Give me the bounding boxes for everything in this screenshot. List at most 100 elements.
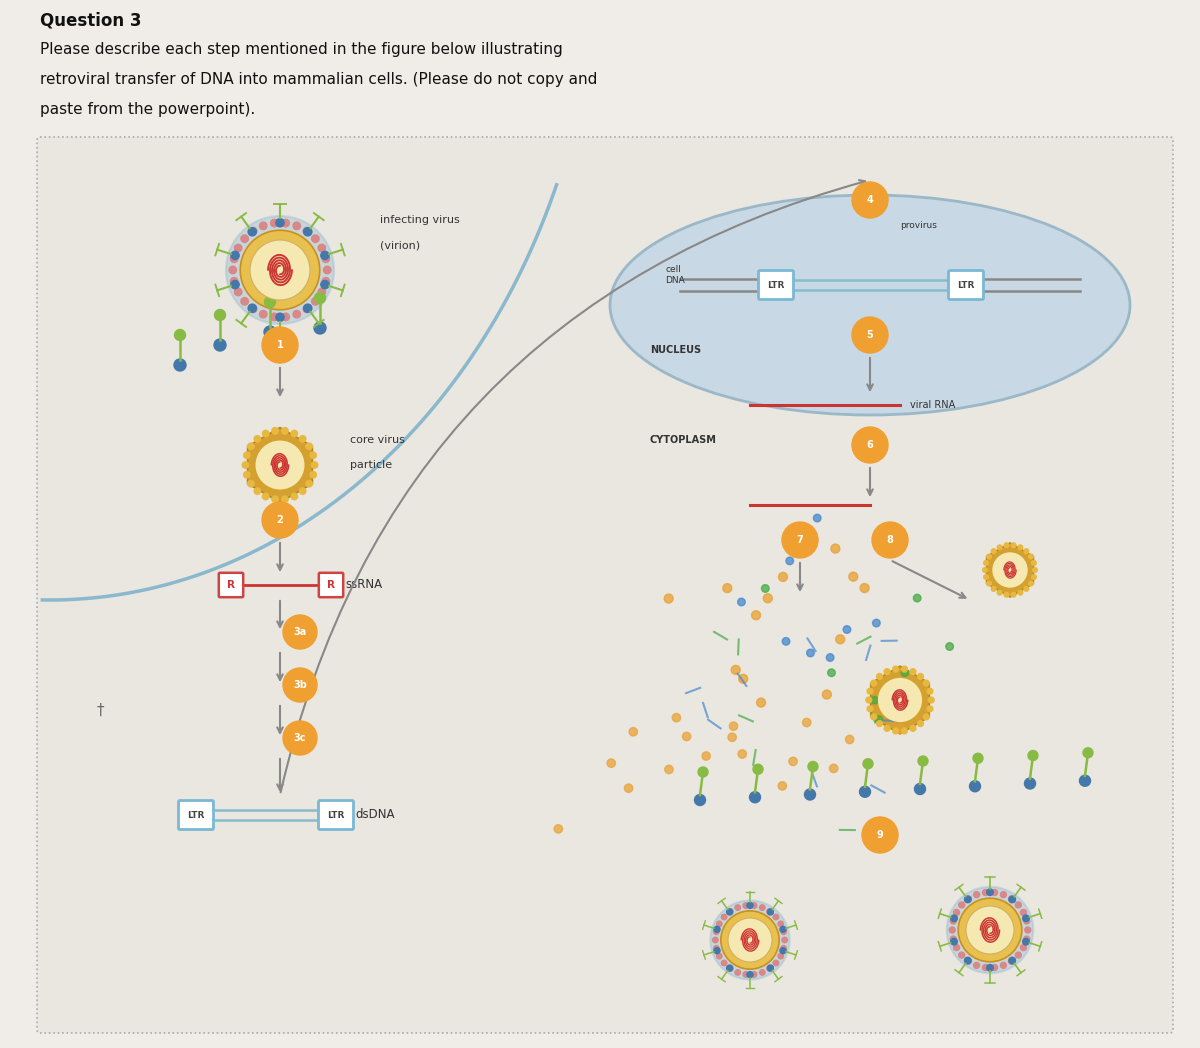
Circle shape bbox=[928, 706, 932, 712]
Circle shape bbox=[293, 310, 300, 318]
Circle shape bbox=[983, 964, 989, 970]
Text: cell
DNA: cell DNA bbox=[665, 265, 685, 285]
Text: 8: 8 bbox=[887, 534, 894, 545]
Circle shape bbox=[1024, 549, 1028, 553]
Circle shape bbox=[1084, 748, 1093, 758]
Circle shape bbox=[884, 725, 890, 732]
Circle shape bbox=[913, 594, 920, 602]
Circle shape bbox=[950, 936, 956, 942]
Circle shape bbox=[966, 907, 1014, 954]
Circle shape bbox=[991, 549, 996, 553]
Circle shape bbox=[868, 689, 872, 694]
Circle shape bbox=[862, 817, 898, 853]
Circle shape bbox=[947, 887, 1033, 974]
Circle shape bbox=[1020, 910, 1026, 916]
Circle shape bbox=[264, 297, 276, 307]
Circle shape bbox=[803, 718, 811, 726]
Circle shape bbox=[986, 582, 991, 586]
Circle shape bbox=[624, 784, 632, 792]
Circle shape bbox=[827, 654, 834, 661]
Circle shape bbox=[282, 496, 288, 502]
Circle shape bbox=[1008, 896, 1014, 902]
Circle shape bbox=[782, 522, 818, 558]
FancyBboxPatch shape bbox=[318, 801, 354, 830]
FancyBboxPatch shape bbox=[758, 270, 793, 300]
Circle shape bbox=[756, 698, 766, 707]
Circle shape bbox=[1028, 750, 1038, 761]
Circle shape bbox=[256, 440, 305, 489]
Circle shape bbox=[292, 494, 298, 500]
Circle shape bbox=[263, 494, 269, 500]
Circle shape bbox=[721, 914, 727, 920]
Circle shape bbox=[991, 964, 997, 970]
Circle shape bbox=[965, 957, 971, 964]
Circle shape bbox=[713, 937, 718, 943]
Circle shape bbox=[714, 947, 720, 954]
Circle shape bbox=[868, 706, 872, 712]
Circle shape bbox=[767, 965, 773, 971]
Circle shape bbox=[863, 759, 874, 769]
Circle shape bbox=[782, 637, 790, 646]
Circle shape bbox=[304, 305, 311, 312]
Circle shape bbox=[991, 890, 997, 895]
FancyBboxPatch shape bbox=[948, 270, 984, 300]
Circle shape bbox=[276, 219, 284, 226]
Circle shape bbox=[835, 635, 845, 643]
Circle shape bbox=[270, 313, 278, 321]
Circle shape bbox=[312, 298, 319, 305]
Circle shape bbox=[318, 288, 325, 296]
Polygon shape bbox=[871, 667, 929, 734]
Circle shape bbox=[727, 909, 733, 914]
Circle shape bbox=[174, 329, 186, 341]
Circle shape bbox=[901, 728, 907, 734]
Circle shape bbox=[310, 452, 317, 459]
Circle shape bbox=[743, 971, 749, 977]
Circle shape bbox=[914, 784, 925, 794]
Circle shape bbox=[683, 733, 691, 741]
Circle shape bbox=[986, 889, 994, 895]
Circle shape bbox=[293, 222, 300, 230]
Circle shape bbox=[779, 572, 787, 582]
Circle shape bbox=[1009, 957, 1015, 964]
Ellipse shape bbox=[610, 195, 1130, 415]
Circle shape bbox=[923, 714, 929, 720]
Circle shape bbox=[983, 890, 989, 895]
Circle shape bbox=[830, 544, 840, 553]
Circle shape bbox=[270, 219, 278, 226]
Circle shape bbox=[954, 910, 960, 916]
Circle shape bbox=[738, 598, 745, 606]
Circle shape bbox=[780, 947, 786, 954]
Text: 3c: 3c bbox=[294, 733, 306, 743]
Circle shape bbox=[804, 789, 816, 800]
Circle shape bbox=[997, 545, 1002, 549]
Circle shape bbox=[778, 921, 784, 926]
Circle shape bbox=[244, 452, 250, 459]
FancyBboxPatch shape bbox=[37, 137, 1174, 1033]
Circle shape bbox=[250, 227, 257, 235]
Circle shape bbox=[282, 313, 289, 321]
Circle shape bbox=[778, 954, 784, 959]
Circle shape bbox=[702, 751, 710, 760]
Circle shape bbox=[871, 680, 877, 686]
Text: LTR: LTR bbox=[328, 810, 344, 820]
Circle shape bbox=[782, 937, 787, 943]
Circle shape bbox=[262, 327, 298, 363]
Circle shape bbox=[716, 921, 722, 926]
Circle shape bbox=[910, 725, 916, 732]
Circle shape bbox=[727, 965, 733, 971]
Circle shape bbox=[283, 721, 317, 755]
Circle shape bbox=[762, 585, 769, 592]
Circle shape bbox=[1018, 545, 1022, 549]
Text: (virion): (virion) bbox=[380, 240, 420, 250]
Circle shape bbox=[727, 966, 733, 971]
Circle shape bbox=[997, 590, 1002, 595]
Circle shape bbox=[250, 305, 257, 312]
Circle shape bbox=[767, 966, 773, 971]
Circle shape bbox=[263, 431, 269, 437]
Circle shape bbox=[739, 674, 748, 683]
Text: Question 3: Question 3 bbox=[40, 12, 142, 30]
Circle shape bbox=[910, 669, 916, 675]
Circle shape bbox=[966, 896, 972, 902]
Circle shape bbox=[877, 721, 882, 726]
Circle shape bbox=[230, 252, 239, 260]
